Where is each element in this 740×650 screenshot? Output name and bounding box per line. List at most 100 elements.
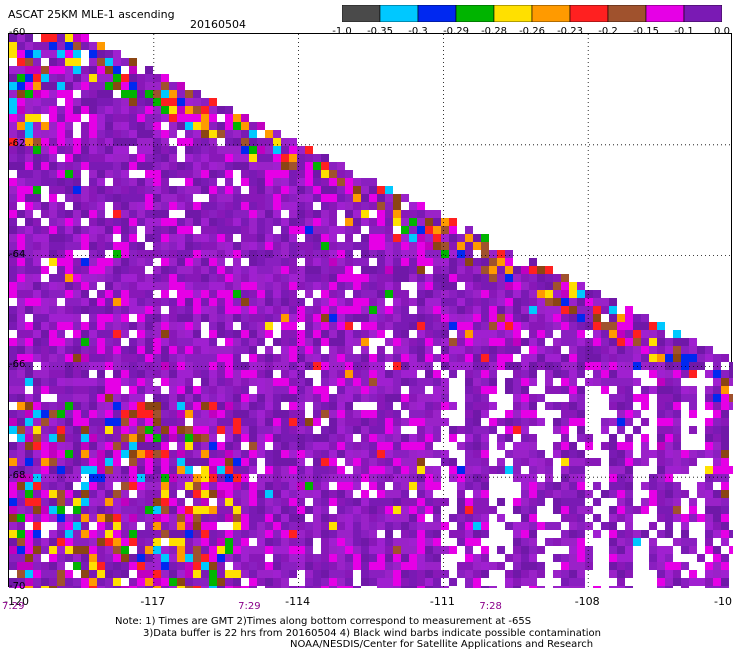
- data-cell: [353, 554, 361, 562]
- data-cell: [609, 546, 617, 554]
- data-cell: [273, 466, 281, 474]
- data-cell: [489, 346, 497, 354]
- data-cell: [17, 386, 25, 394]
- data-cell: [401, 226, 409, 234]
- data-cell: [241, 170, 249, 178]
- data-cell: [241, 402, 249, 410]
- data-cell: [401, 346, 409, 354]
- data-cell: [385, 578, 393, 586]
- data-cell: [17, 258, 25, 266]
- data-cell: [33, 106, 41, 114]
- data-cell: [209, 386, 217, 394]
- data-cell: [201, 378, 209, 386]
- data-cell: [33, 154, 41, 162]
- data-cell: [657, 570, 665, 578]
- data-cell: [57, 538, 65, 546]
- data-cell: [433, 346, 441, 354]
- data-cell: [337, 418, 345, 426]
- data-cell: [401, 442, 409, 450]
- data-cell: [377, 330, 385, 338]
- data-cell: [361, 546, 369, 554]
- data-cell: [161, 546, 169, 554]
- data-cell: [505, 386, 513, 394]
- data-cell: [57, 298, 65, 306]
- data-cell: [433, 546, 441, 554]
- data-cell: [281, 442, 289, 450]
- data-cell: [153, 394, 161, 402]
- data-cell: [145, 74, 153, 82]
- data-cell: [353, 506, 361, 514]
- time-label: 7:29: [238, 601, 261, 612]
- data-cell: [433, 426, 441, 434]
- data-cell: [193, 546, 201, 554]
- data-cell: [585, 290, 593, 298]
- data-cell: [297, 506, 305, 514]
- data-cell: [17, 578, 25, 586]
- colorbar-segment: [645, 4, 685, 23]
- data-cell: [257, 426, 265, 434]
- data-cell: [321, 266, 329, 274]
- data-cell: [41, 514, 49, 522]
- data-cell: [121, 146, 129, 154]
- data-cell: [665, 434, 673, 442]
- data-cell: [441, 242, 449, 250]
- data-cell: [369, 282, 377, 290]
- data-cell: [9, 186, 17, 194]
- colorbar-tick-label: -0.28: [481, 26, 507, 37]
- data-cell: [457, 378, 465, 386]
- data-cell: [329, 450, 337, 458]
- data-cell: [57, 474, 65, 482]
- data-cell: [417, 426, 425, 434]
- data-cell: [81, 466, 89, 474]
- data-cell: [49, 202, 57, 210]
- data-cell: [321, 330, 329, 338]
- data-cell: [289, 354, 297, 362]
- data-cell: [465, 530, 473, 538]
- data-cell: [49, 490, 57, 498]
- data-cell: [689, 522, 697, 530]
- data-cell: [49, 122, 57, 130]
- data-cell: [209, 322, 217, 330]
- data-cell: [105, 82, 113, 90]
- data-cell: [17, 186, 25, 194]
- data-cell: [273, 162, 281, 170]
- data-cell: [465, 394, 473, 402]
- data-cell: [305, 250, 313, 258]
- data-cell: [169, 394, 177, 402]
- data-cell: [409, 282, 417, 290]
- data-cell: [497, 578, 505, 586]
- data-cell: [65, 42, 73, 50]
- data-cell: [145, 530, 153, 538]
- data-cell: [297, 570, 305, 578]
- data-cell: [97, 434, 105, 442]
- data-cell: [81, 202, 89, 210]
- data-cell: [177, 434, 185, 442]
- data-cell: [193, 234, 201, 242]
- data-cell: [729, 474, 733, 482]
- data-cell: [497, 306, 505, 314]
- data-cell: [105, 58, 113, 66]
- data-cell: [81, 170, 89, 178]
- data-cell: [137, 458, 145, 466]
- data-cell: [217, 450, 225, 458]
- data-cell: [113, 138, 121, 146]
- data-cell: [649, 322, 657, 330]
- data-cell: [121, 386, 129, 394]
- data-cell: [609, 386, 617, 394]
- data-cell: [25, 98, 33, 106]
- data-cell: [321, 290, 329, 298]
- data-cell: [361, 570, 369, 578]
- data-cell: [201, 298, 209, 306]
- data-cell: [153, 482, 161, 490]
- data-cell: [217, 394, 225, 402]
- data-cell: [521, 482, 529, 490]
- data-cell: [529, 562, 537, 570]
- data-cell: [161, 242, 169, 250]
- data-cell: [249, 402, 257, 410]
- data-cell: [457, 538, 465, 546]
- data-cell: [209, 522, 217, 530]
- data-cell: [177, 554, 185, 562]
- data-cell: [185, 498, 193, 506]
- data-cell: [137, 130, 145, 138]
- data-cell: [401, 530, 409, 538]
